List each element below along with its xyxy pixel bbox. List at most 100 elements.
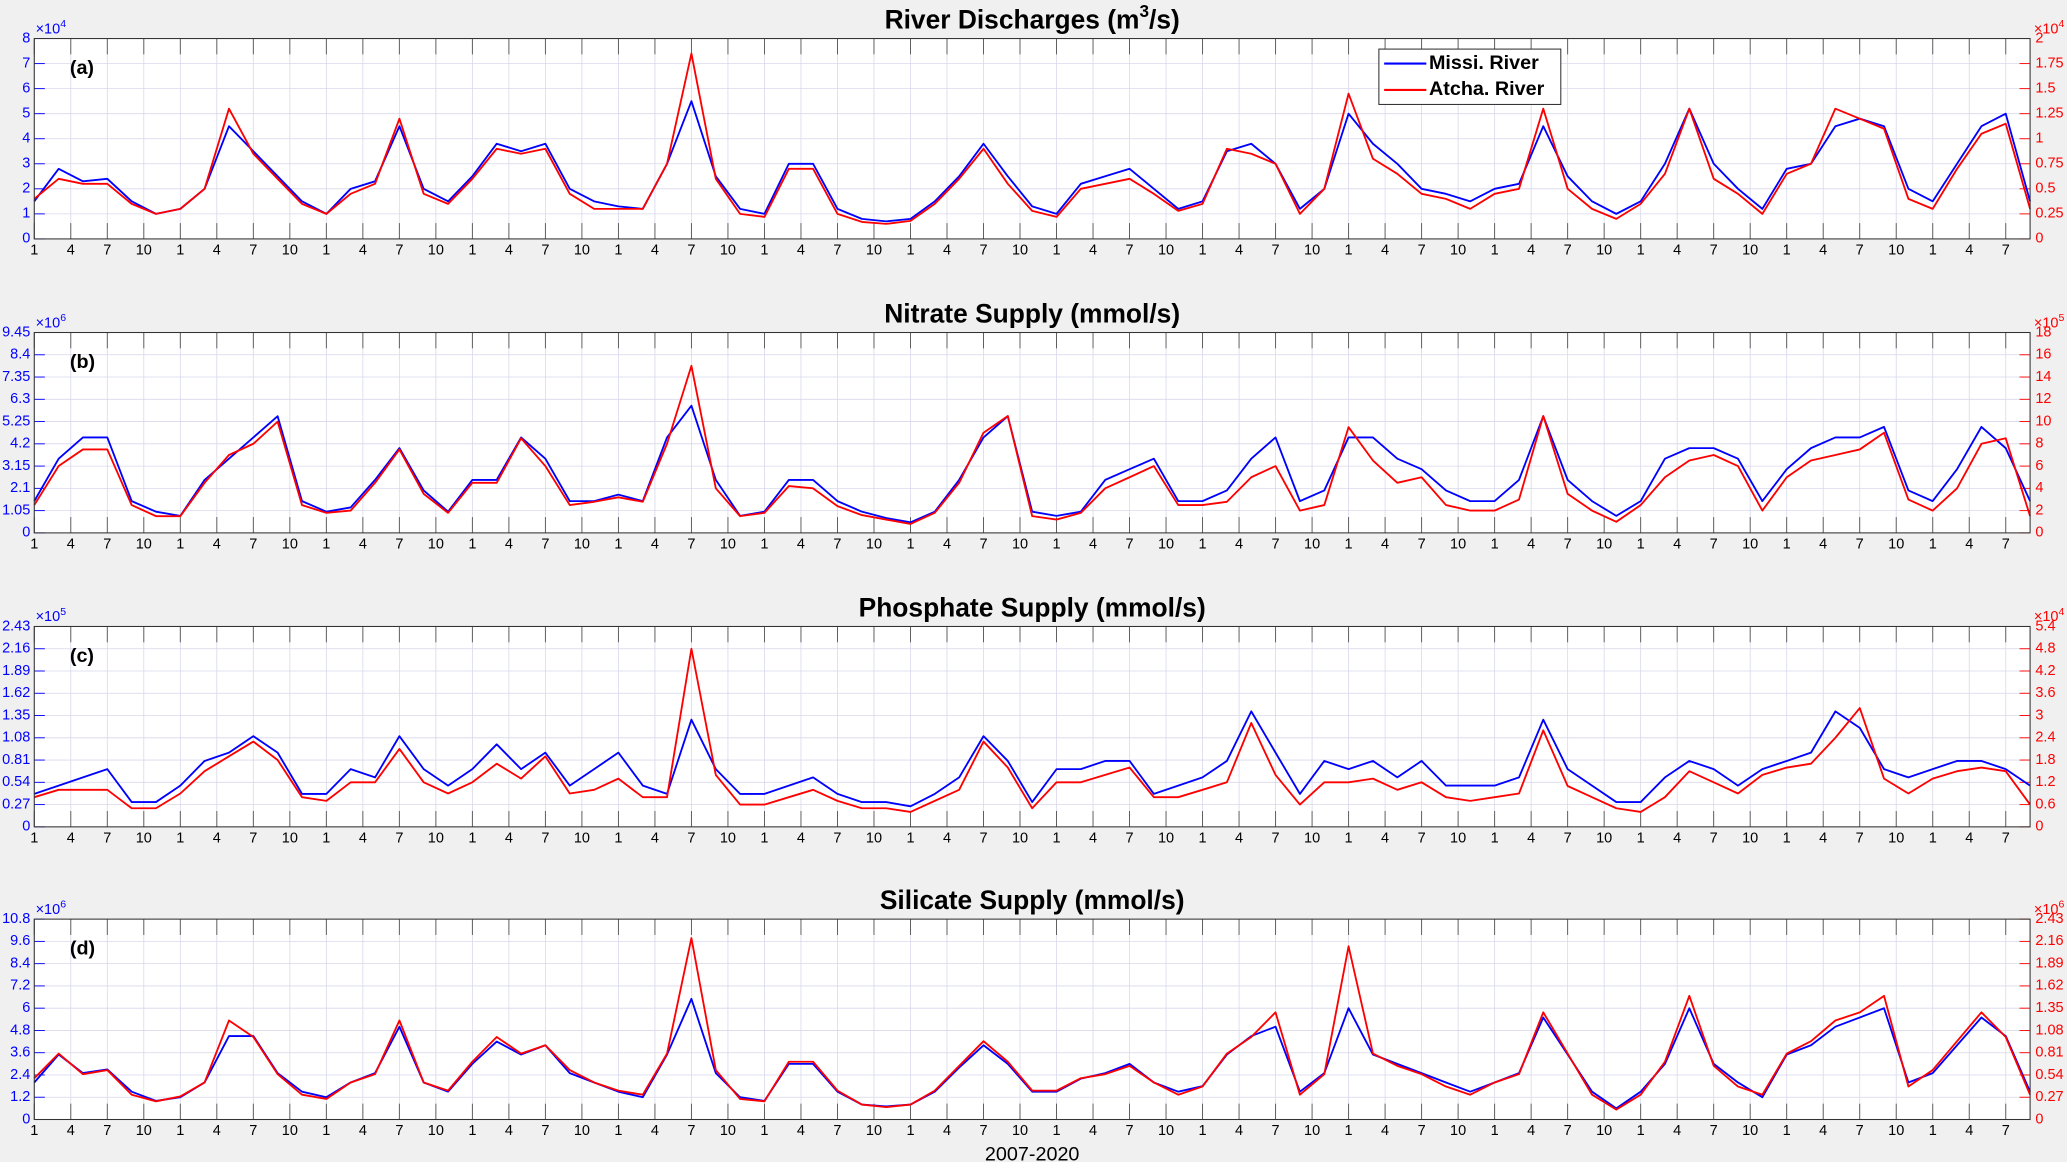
x-tick-label: 4 bbox=[505, 243, 513, 259]
text-part: Nitrate Supply (mmol/s) bbox=[884, 298, 1180, 328]
y2-tick-label: 0 bbox=[2035, 525, 2043, 541]
x-tick-label: 4 bbox=[67, 831, 75, 847]
y2-tick-label: 1.75 bbox=[2035, 55, 2063, 71]
x-tick-label: 4 bbox=[1235, 537, 1243, 553]
y-tick-label: 1.89 bbox=[2, 663, 30, 679]
y-tick-label: 5.25 bbox=[2, 413, 30, 429]
axes-box bbox=[33, 625, 2031, 828]
x-tick-label: 1 bbox=[1783, 1123, 1791, 1139]
x-tick-label: 1 bbox=[468, 1123, 476, 1139]
text-part: River Discharges (m bbox=[885, 4, 1140, 34]
x-tick-label: 7 bbox=[1856, 831, 1864, 847]
y-tick-label: 2.1 bbox=[10, 480, 30, 496]
y-tick-label: 7.35 bbox=[2, 369, 30, 385]
x-tick-label: 7 bbox=[541, 831, 549, 847]
x-tick-label: 7 bbox=[1564, 831, 1572, 847]
x-tick-label: 4 bbox=[359, 831, 367, 847]
x-tick-label: 4 bbox=[1819, 537, 1827, 553]
x-tick-label: 7 bbox=[833, 1123, 841, 1139]
x-tick-label: 1 bbox=[1491, 1123, 1499, 1139]
x-tick-label: 4 bbox=[1527, 1123, 1535, 1139]
y-tick-label: 5 bbox=[22, 106, 30, 122]
x-tick-label: 1 bbox=[614, 1123, 622, 1139]
series-line bbox=[33, 937, 2031, 1111]
x-tick-label: 4 bbox=[1673, 831, 1681, 847]
x-tick-label: 7 bbox=[1125, 1123, 1133, 1139]
text-part: ×10 bbox=[2034, 21, 2059, 37]
x-tick-label: 10 bbox=[866, 831, 882, 847]
x-tick-label: 7 bbox=[541, 1123, 549, 1139]
x-tick-label: 10 bbox=[1450, 537, 1466, 553]
y2-tick-label: 4.2 bbox=[2035, 663, 2055, 679]
text-part: ×10 bbox=[36, 609, 61, 625]
x-tick-label: 7 bbox=[1125, 831, 1133, 847]
text-part: 6 bbox=[60, 312, 66, 324]
x-tick-label: 1 bbox=[1783, 831, 1791, 847]
y2-scale-label: ×106 bbox=[2034, 898, 2065, 917]
y-tick-label: 1.2 bbox=[10, 1089, 30, 1105]
x-tick-label: 4 bbox=[1381, 1123, 1389, 1139]
x-tick-label: 4 bbox=[505, 1123, 513, 1139]
x-tick-label: 4 bbox=[651, 537, 659, 553]
x-tick-label: 4 bbox=[1089, 243, 1097, 259]
text-part: Phosphate Supply (mmol/s) bbox=[859, 592, 1206, 622]
y-tick-label: 1.08 bbox=[2, 730, 30, 746]
y-scale-label: ×106 bbox=[36, 312, 67, 331]
x-tick-label: 1 bbox=[1783, 243, 1791, 259]
x-tick-label: 4 bbox=[797, 243, 805, 259]
x-tick-label: 10 bbox=[1596, 1123, 1612, 1139]
x-tick-label: 7 bbox=[2002, 537, 2010, 553]
y-tick-label: 1.35 bbox=[2, 707, 30, 723]
x-tick-label: 1 bbox=[1345, 1123, 1353, 1139]
x-tick-label: 10 bbox=[136, 1123, 152, 1139]
x-tick-label: 4 bbox=[797, 537, 805, 553]
chart-title: Silicate Supply (mmol/s) bbox=[880, 885, 1185, 915]
y-tick-label: 2.43 bbox=[2, 618, 30, 634]
text-part: ×10 bbox=[36, 315, 61, 331]
x-tick-label: 10 bbox=[282, 831, 298, 847]
y-tick-label: 1 bbox=[22, 206, 30, 222]
x-tick-label: 1 bbox=[760, 1123, 768, 1139]
x-tick-label: 7 bbox=[249, 831, 257, 847]
x-tick-label: 7 bbox=[249, 1123, 257, 1139]
x-tick-label: 7 bbox=[1418, 537, 1426, 553]
y-tick-label: 0 bbox=[22, 231, 30, 247]
x-tick-label: 4 bbox=[1527, 243, 1535, 259]
x-tick-label: 10 bbox=[1888, 537, 1904, 553]
x-tick-label: 4 bbox=[359, 1123, 367, 1139]
y-tick-label: 4.8 bbox=[10, 1022, 30, 1038]
x-tick-label: 1 bbox=[1637, 1123, 1645, 1139]
x-tick-label: 7 bbox=[395, 1123, 403, 1139]
y2-tick-label: 1.89 bbox=[2035, 955, 2063, 971]
x-tick-label: 1 bbox=[1199, 537, 1207, 553]
text-part: ×10 bbox=[2034, 609, 2059, 625]
series-line bbox=[34, 647, 2031, 813]
x-tick-label: 7 bbox=[1272, 831, 1280, 847]
x-tick-label: 7 bbox=[1272, 537, 1280, 553]
y2-tick-label: 1.35 bbox=[2035, 1000, 2063, 1016]
x-tick-label: 7 bbox=[687, 831, 695, 847]
x-tick-label: 7 bbox=[103, 537, 111, 553]
x-tick-label: 1 bbox=[1491, 243, 1499, 259]
x-tick-label: 7 bbox=[103, 1123, 111, 1139]
y2-scale-label: ×104 bbox=[2034, 18, 2065, 37]
x-tick-label: 10 bbox=[1304, 243, 1320, 259]
x-tick-label: 4 bbox=[1527, 831, 1535, 847]
y-tick-label: 3.15 bbox=[2, 458, 30, 474]
x-tick-label: 4 bbox=[943, 537, 951, 553]
y2-tick-label: 2.43 bbox=[2035, 911, 2063, 927]
y-tick-label: 8 bbox=[22, 30, 30, 46]
panel-label: (b) bbox=[70, 351, 95, 373]
text-part: 6 bbox=[2059, 898, 2065, 910]
x-tick-label: 10 bbox=[1158, 243, 1174, 259]
legend-label: Atcha. River bbox=[1429, 78, 1545, 100]
x-tick-label: 10 bbox=[1742, 1123, 1758, 1139]
y2-tick-label: 0.25 bbox=[2035, 206, 2063, 222]
text-part: ×10 bbox=[2034, 902, 2059, 918]
y2-tick-label: 1.25 bbox=[2035, 106, 2063, 122]
y2-tick-label: 18 bbox=[2035, 324, 2051, 340]
x-tick-label: 10 bbox=[1012, 831, 1028, 847]
x-tick-label: 10 bbox=[574, 831, 590, 847]
x-tick-label: 10 bbox=[866, 1123, 882, 1139]
